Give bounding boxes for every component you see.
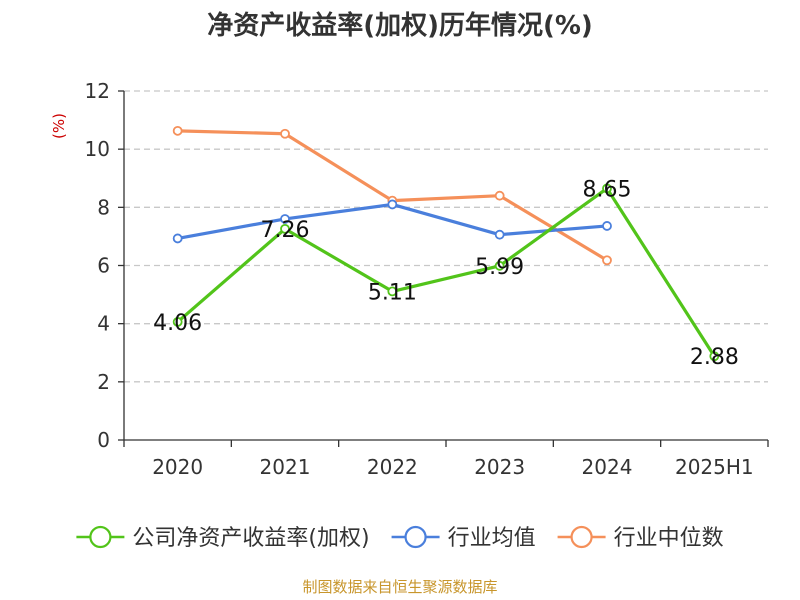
data-point <box>602 183 612 194</box>
legend-label: 公司净资产收益率(加权) <box>132 526 369 551</box>
legend: 公司净资产收益率(加权) 行业均值 行业中位数 <box>76 525 724 551</box>
legend-marker <box>570 525 593 549</box>
data-point <box>494 190 505 201</box>
y-tick-label: 4 <box>97 312 110 336</box>
data-point <box>709 351 720 362</box>
data-point <box>387 199 398 210</box>
legend-item: 公司净资产收益率(加权) <box>76 525 370 551</box>
legend-label: 行业中位数 <box>614 526 724 551</box>
y-tick-label: 2 <box>97 370 110 394</box>
data-label: 7.26 <box>261 218 310 243</box>
y-tick-label: 6 <box>97 254 110 278</box>
data-label: 4.06 <box>153 311 202 336</box>
series-group <box>172 199 612 244</box>
y-tick-label: 12 <box>85 79 110 103</box>
series-line <box>177 129 608 262</box>
data-label: 8.65 <box>583 177 632 202</box>
data-point <box>280 214 290 224</box>
data-point <box>172 125 183 136</box>
data-label: 5.11 <box>368 280 417 305</box>
y-tick-label: 10 <box>85 137 110 161</box>
series-lines: 4.06 7.26 5.11 5.99 8.65 2.88 <box>153 125 739 370</box>
legend-marker <box>404 525 427 549</box>
series-group <box>172 183 720 362</box>
legend-item: 行业均值 <box>391 525 536 551</box>
x-tick-label: 2024 <box>582 455 633 479</box>
y-tick-label: 8 <box>97 195 110 219</box>
source-note: 制图数据来自恒生聚源数据库 <box>302 578 497 596</box>
x-tick-label: 2025H1 <box>675 455 754 479</box>
data-label: 5.99 <box>475 255 524 280</box>
x-tick-label: 2020 <box>152 455 203 479</box>
data-point <box>280 223 290 234</box>
series-line <box>176 186 716 358</box>
chart-title: 净资产收益率(加权)历年情况(%) <box>207 10 593 41</box>
x-tick-label: 2023 <box>474 455 525 479</box>
data-point <box>494 260 505 271</box>
data-point <box>494 229 505 240</box>
data-point <box>172 317 183 327</box>
data-point <box>172 233 183 244</box>
data-point <box>280 128 290 139</box>
x-tick-label: 2022 <box>367 455 418 479</box>
legend-marker <box>89 525 112 549</box>
data-label: 2.88 <box>690 345 739 370</box>
y-tick-label: 0 <box>97 428 110 452</box>
x-tick-label: 2021 <box>260 455 311 479</box>
axes: 0 2 4 6 8 10 12 2020 2021 2022 2023 2024 2025H1 <box>85 79 769 479</box>
y-axis-unit: (%) <box>50 113 68 139</box>
gridlines <box>124 90 768 383</box>
legend-item: 行业中位数 <box>557 525 724 551</box>
data-point <box>602 221 612 231</box>
series-group <box>172 125 612 266</box>
legend-label: 行业均值 <box>448 526 536 551</box>
data-point <box>387 286 398 297</box>
data-point <box>602 255 612 266</box>
